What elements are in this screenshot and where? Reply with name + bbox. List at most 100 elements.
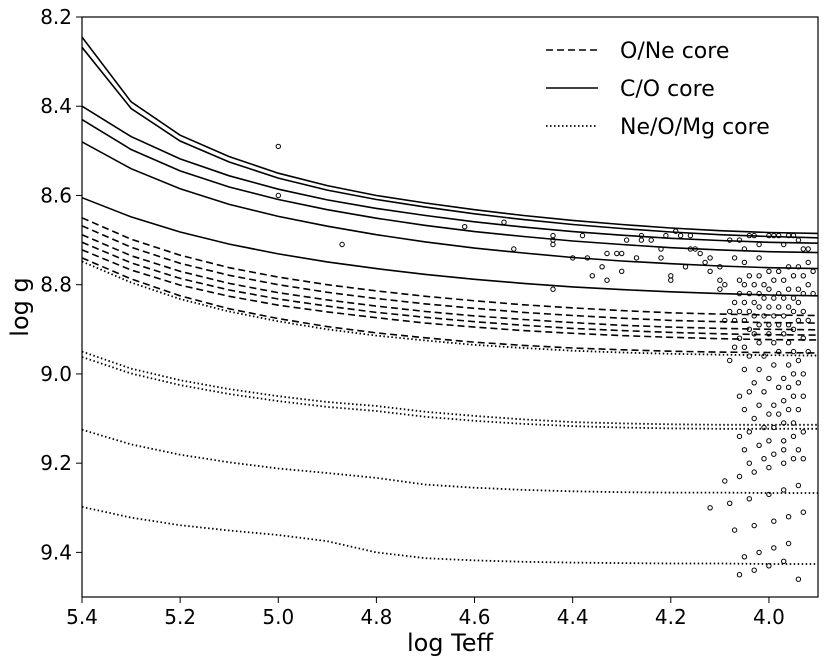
scatter-point [731, 344, 738, 350]
y-tick-label: 9.0 [40, 362, 72, 386]
scatter-point [727, 500, 733, 506]
scatter-point [702, 259, 708, 266]
scatter-point [756, 322, 762, 328]
scatter-point [746, 460, 752, 466]
scatter-point [751, 313, 757, 319]
scatter-point [761, 313, 767, 319]
scatter-point [756, 402, 762, 408]
scatter-point [692, 246, 698, 252]
scatter-point [668, 273, 674, 279]
scatter-point [550, 241, 556, 248]
scatter-point [751, 567, 757, 573]
series-line-5 [82, 141, 818, 270]
series-line-11 [82, 249, 818, 341]
legend: O/Ne core C/O core Ne/O/Mg core [546, 39, 770, 140]
scatter-point [736, 572, 743, 578]
scatter-point [746, 389, 752, 395]
y-tick-label: 9.4 [40, 540, 72, 564]
scatter-point [795, 286, 802, 292]
scatter-point [604, 277, 610, 283]
scatter-point [771, 402, 777, 408]
scatter-point [731, 317, 738, 324]
scatter-point [462, 224, 468, 230]
scatter-point [785, 384, 792, 390]
legend-label-co: C/O core [620, 77, 715, 102]
scatter-point [795, 406, 802, 413]
scatter-point [766, 304, 772, 310]
scatter-point [751, 380, 757, 386]
scatter-point [736, 237, 743, 243]
y-tick-label: 8.2 [40, 5, 72, 29]
scatter-point [722, 317, 728, 324]
scatter-point [501, 219, 507, 225]
scatter-point [658, 246, 664, 252]
scatter-point [785, 286, 792, 292]
x-tick-label: 5.4 [66, 605, 98, 629]
scatter-point [623, 237, 630, 243]
scatter-point [790, 456, 797, 462]
scatter-point [795, 576, 802, 582]
scatter-point [776, 411, 782, 417]
scatter-point [761, 424, 767, 431]
scatter-point [771, 518, 777, 524]
scatter-point [785, 540, 792, 547]
scatter-point [275, 192, 281, 199]
scatter-point [771, 424, 777, 431]
series-layer [82, 36, 818, 565]
scatter-point [604, 250, 610, 257]
x-tick-label: 5.0 [262, 605, 294, 629]
series-line-10 [82, 241, 818, 336]
scatter-point [800, 290, 806, 297]
scatter-point [746, 429, 752, 435]
scatter-point [727, 357, 733, 364]
scatter-point [717, 286, 723, 292]
scatter-point [741, 299, 748, 306]
scatter-point [756, 442, 762, 448]
scatter-point [746, 232, 752, 239]
scatter-point [756, 290, 762, 297]
scatter-point [800, 393, 806, 399]
scatter-point [668, 277, 674, 283]
scatter-point [795, 299, 802, 306]
scatter-point [648, 237, 654, 243]
scatter-point [795, 237, 802, 243]
axes-frame [81, 16, 819, 598]
legend-label-neomg: Ne/O/Mg core [620, 115, 770, 140]
scatter-point [741, 317, 748, 324]
scatter-point [790, 393, 797, 399]
scatter-point [511, 246, 517, 252]
scatter-point [736, 433, 743, 440]
scatter-point [800, 335, 806, 341]
y-axis-label: log g [6, 277, 34, 336]
scatter-point [746, 496, 752, 502]
scatter-point [766, 411, 772, 417]
scatter-point [776, 304, 782, 310]
scatter-point [275, 143, 281, 150]
scatter-point [795, 482, 802, 489]
scatter-point [800, 308, 806, 315]
x-axis: 5.4 5.2 5.0 4.8 4.6 4.4 4.2 4.0 [66, 597, 785, 629]
scatter-point [776, 384, 782, 390]
scatter-point [756, 273, 762, 279]
scatter-point [785, 362, 792, 368]
scatter-point [589, 273, 595, 279]
x-tick-label: 4.8 [360, 605, 392, 629]
scatter-point [795, 380, 802, 386]
scatter-point [781, 460, 787, 466]
scatter-point [805, 259, 811, 266]
scatter-point [614, 250, 620, 257]
scatter-point [756, 549, 762, 556]
scatter-point [736, 393, 743, 399]
scatter-point [707, 505, 713, 511]
scatter-point [790, 295, 797, 301]
scatter-point [722, 478, 728, 484]
series-line-15 [82, 356, 818, 430]
y-tick-label: 8.8 [40, 273, 72, 297]
scatter-point [800, 371, 806, 377]
scatter-point [717, 277, 723, 283]
scatter-point [795, 317, 802, 324]
scatter-point [781, 241, 787, 248]
scatter-point [805, 317, 811, 324]
scatter-point [751, 415, 757, 422]
scatter-point [761, 389, 767, 395]
